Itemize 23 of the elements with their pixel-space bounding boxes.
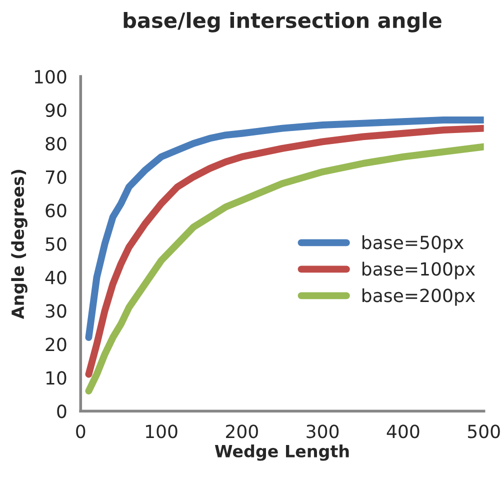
y-tick-label: 0 (57, 404, 66, 418)
legend-label: base=50px (362, 235, 464, 253)
chart-title: base/leg intersection angle (124, 12, 442, 32)
legend-label: base=200px (362, 288, 476, 306)
y-tick-label: 20 (46, 338, 66, 352)
y-tick-label: 30 (46, 304, 66, 318)
y-tick-label: 70 (46, 170, 66, 184)
x-tick-label: 500 (468, 424, 500, 438)
x-tick-label: 300 (306, 424, 339, 438)
x-tick-label: 0 (76, 424, 86, 438)
x-tick-label: 200 (226, 424, 258, 438)
y-tick-label: 90 (46, 103, 66, 118)
y-tick-label: 40 (45, 270, 66, 284)
y-tick-label: 50 (46, 237, 66, 251)
y-axis-title: Angle (degrees) (11, 170, 28, 320)
x-tick-label: 400 (386, 424, 420, 438)
y-tick-label: 60 (46, 204, 66, 218)
x-axis-title: Wedge Length (214, 444, 349, 461)
legend-label: base=100px (362, 262, 476, 280)
y-tick-label: 10 (46, 371, 66, 385)
x-tick-label: 100 (146, 424, 178, 438)
y-tick-label: 80 (46, 136, 66, 151)
y-tick-label: 100 (34, 70, 66, 84)
